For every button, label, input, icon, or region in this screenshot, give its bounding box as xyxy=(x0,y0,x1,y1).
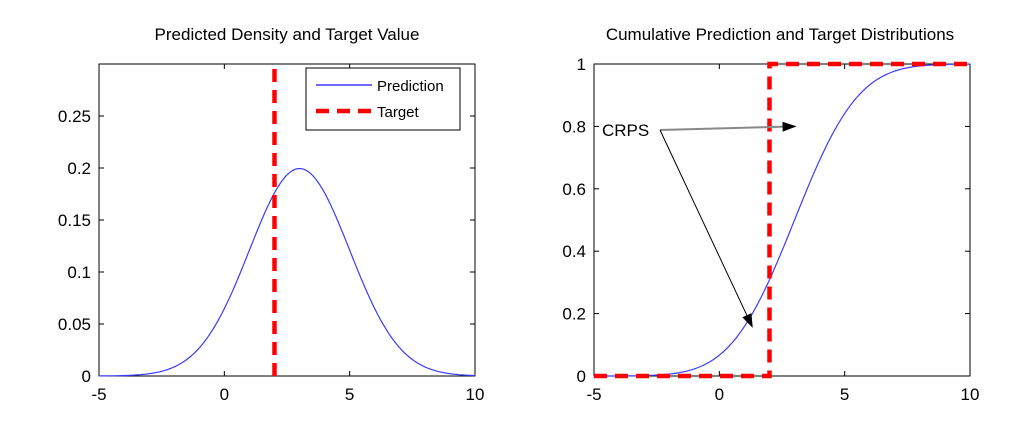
y-tick-label: 0.2 xyxy=(67,159,91,178)
crps-arrow xyxy=(659,121,797,132)
prediction-curve xyxy=(594,63,970,377)
x-tick-label: -5 xyxy=(91,385,106,404)
x-tick-label: 10 xyxy=(961,385,980,404)
x-tick-label: 0 xyxy=(715,385,724,404)
density-panel: Predicted Density and Target Value -5 0 5 1… xyxy=(58,25,485,404)
y-tick-label: 1 xyxy=(577,55,586,74)
y-tick-label: 0.05 xyxy=(58,315,91,334)
y-tick-label: 0.6 xyxy=(562,180,586,199)
x-tick-label: 5 xyxy=(345,385,354,404)
crps-arrow xyxy=(659,129,753,328)
cumulative-title: Cumulative Prediction and Target Distrib… xyxy=(606,25,954,44)
density-legend: Prediction Target xyxy=(305,67,461,131)
axes-frame xyxy=(593,63,971,377)
x-tick-label: -5 xyxy=(586,385,601,404)
crps-annotation: CRPS xyxy=(602,121,797,328)
y-tick-label: 0.25 xyxy=(58,107,91,126)
y-tick-label: 0.2 xyxy=(562,305,586,324)
target-line xyxy=(594,61,970,379)
crps-label: CRPS xyxy=(602,121,649,140)
y-tick-label: 0.15 xyxy=(58,211,91,230)
y-tick-label: 0 xyxy=(82,367,91,386)
y-tick-label: 0 xyxy=(577,367,586,386)
legend-box xyxy=(305,67,461,131)
prediction-curve xyxy=(99,168,475,377)
y-tick-label: 0.8 xyxy=(562,117,586,136)
cumulative-panel: Cumulative Prediction and Target Distrib… xyxy=(562,25,979,404)
x-tick-label: 0 xyxy=(220,385,229,404)
x-tick-label: 5 xyxy=(840,385,849,404)
legend-prediction-label: Prediction xyxy=(377,78,444,95)
x-tick-label: 10 xyxy=(466,385,485,404)
y-tick-label: 0.4 xyxy=(562,242,586,261)
y-tick-label: 0.1 xyxy=(67,263,91,282)
density-title: Predicted Density and Target Value xyxy=(155,25,420,44)
legend-target-label: Target xyxy=(377,104,420,121)
